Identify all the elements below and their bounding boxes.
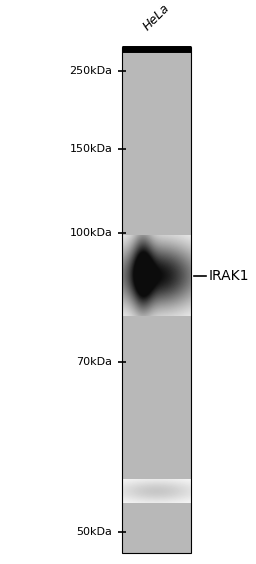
Text: IRAK1: IRAK1 [209,268,249,283]
Text: 100kDa: 100kDa [69,228,112,237]
Text: 250kDa: 250kDa [69,66,112,76]
Text: 50kDa: 50kDa [77,527,112,537]
Text: 150kDa: 150kDa [69,144,112,154]
Text: 70kDa: 70kDa [76,357,112,367]
Text: HeLa: HeLa [141,2,172,33]
Bar [122,47,190,553]
